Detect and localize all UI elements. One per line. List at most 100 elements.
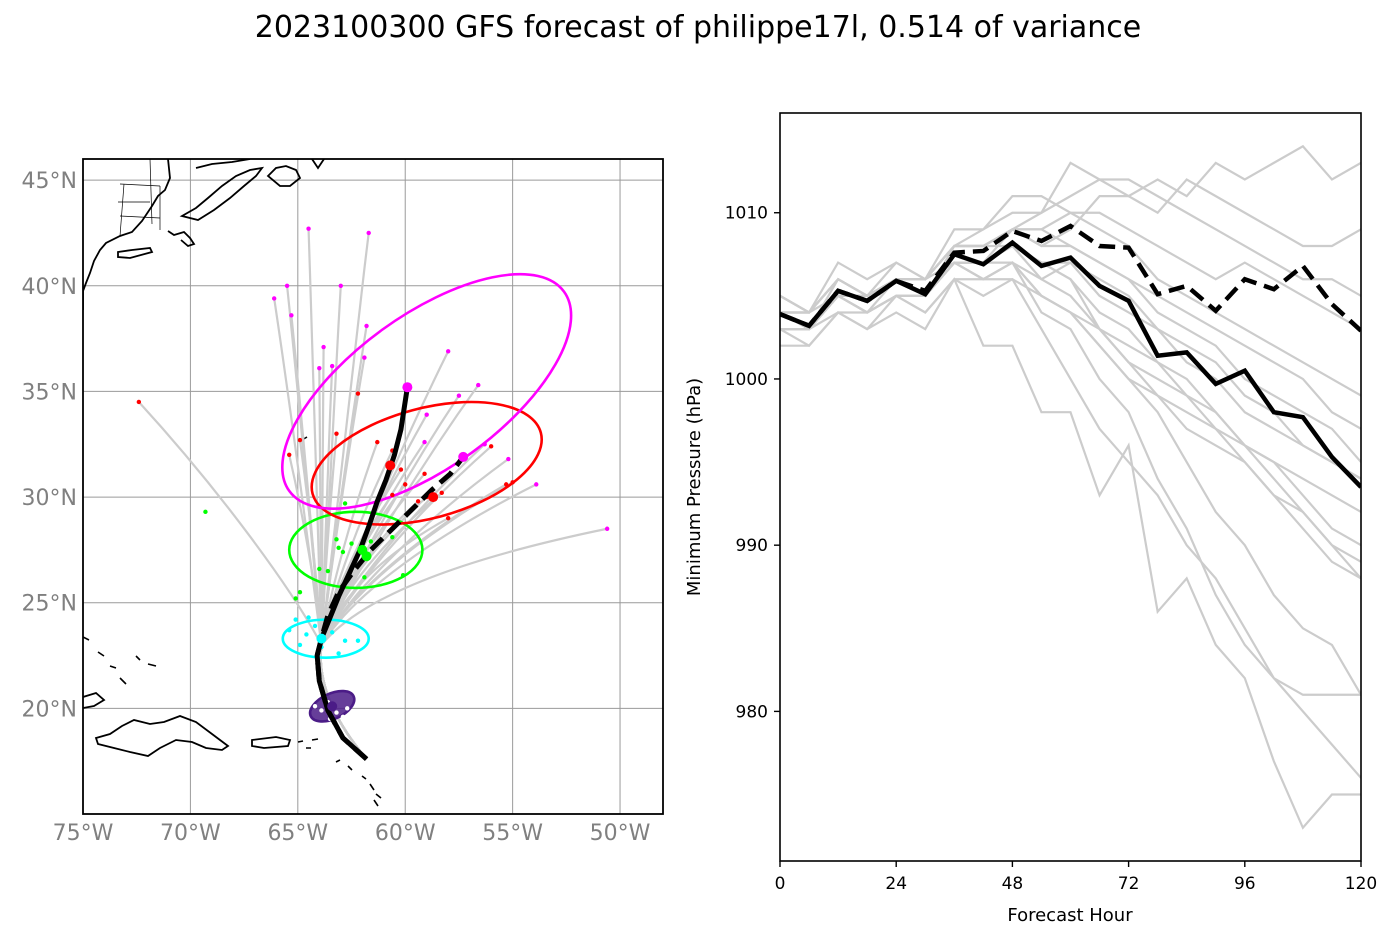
map-plot-area: [83, 159, 610, 814]
member-point-hour-120: [317, 365, 322, 371]
member-point-hour-48: [336, 651, 341, 656]
map-lon-tick: 55°W: [482, 821, 543, 846]
member-point-hour-96: [422, 471, 427, 477]
member-point-hour-48: [304, 632, 309, 637]
map-lat-tick: 25°N: [22, 592, 77, 617]
member-point-hour-24: [345, 706, 350, 711]
x-tick-label: 120: [1345, 874, 1377, 894]
coastline-cuba: [83, 691, 106, 709]
ensemble-pressure-lines: [780, 144, 1361, 830]
member-point-hour-96: [510, 480, 515, 485]
member-point-hour-96: [136, 399, 142, 405]
ensemble-pressure-line: [780, 277, 1361, 830]
ensemble-track: [319, 483, 537, 760]
ensemble-tracks: [138, 228, 608, 760]
coastline-bahamas: [83, 636, 157, 685]
mean-pressure-solid: [780, 239, 1361, 489]
member-point-hour-96: [334, 431, 339, 436]
member-point-hour-72: [203, 509, 208, 515]
member-point-hour-72: [293, 596, 298, 601]
member-point-hour-120: [506, 456, 511, 462]
member-point-hour-24: [340, 714, 346, 720]
mean-point-hour-24: [327, 701, 338, 712]
coastline-cape-breton: [266, 165, 302, 187]
member-point-hour-120: [306, 226, 311, 231]
member-point-hour-120: [424, 412, 429, 417]
member-point-hour-72: [325, 568, 331, 574]
member-point-hour-96: [445, 515, 451, 521]
member-point-hour-120: [476, 382, 481, 388]
member-point-hour-120: [445, 349, 451, 354]
member-point-hour-96: [398, 467, 404, 472]
map-lon-tick: 75°W: [53, 821, 114, 846]
ellipse-hour-96: [310, 400, 544, 526]
member-point-hour-48: [329, 630, 335, 635]
mean-pressure-dashed: [780, 223, 1361, 333]
member-point-hour-120: [284, 283, 290, 288]
member-point-hour-120: [422, 439, 427, 445]
pressure-plot-area: [780, 144, 1361, 830]
member-point-hour-96: [355, 391, 361, 396]
member-point-hour-72: [342, 501, 348, 506]
ensemble-pressure-line: [780, 178, 1361, 331]
member-point-hour-24: [334, 710, 339, 715]
map-frame: [82, 158, 664, 815]
ensemble-pressure-line: [780, 277, 1361, 696]
member-point-hour-48: [306, 615, 311, 620]
member-point-hour-96: [287, 452, 292, 458]
member-point-hour-120: [534, 482, 539, 487]
ensemble-pressure-line: [780, 228, 1361, 430]
member-point-hour-72: [390, 535, 395, 540]
member-point-hour-120: [604, 526, 610, 531]
coastline-nova-scotia: [179, 166, 265, 221]
coastline-north-america: [83, 159, 171, 310]
x-tick-label: 48: [1002, 874, 1024, 894]
member-point-hour-96: [375, 439, 380, 445]
map-lon-tick: 65°W: [267, 821, 328, 846]
ensemble-pressure-line: [780, 244, 1361, 580]
mean-point-hour-120: [402, 382, 413, 393]
mean-point-hour-96: [428, 492, 439, 503]
map-lon-tick: 60°W: [375, 821, 436, 846]
member-point-hour-72: [336, 545, 341, 550]
member-point-hour-96: [403, 482, 408, 487]
mean-pressure-lines: [780, 223, 1361, 489]
member-point-hour-120: [364, 323, 369, 329]
x-tick-label: 72: [1118, 874, 1140, 894]
pressure-tick-labels: 0 24 48 72 96 120 980 990 1000 1010: [725, 204, 1377, 894]
member-point-hour-96: [439, 490, 444, 496]
y-tick-label: 1010: [725, 204, 768, 224]
member-point-hour-120: [271, 296, 277, 301]
member-point-hour-120: [289, 313, 294, 318]
map-lat-tick: 35°N: [22, 380, 77, 405]
pressure-frame: [779, 112, 1362, 862]
state-borders: [118, 159, 161, 237]
coastline-newfoundland-tip: [311, 159, 325, 170]
map-lat-tick: 40°N: [22, 275, 77, 300]
member-point-hour-120: [338, 283, 343, 288]
member-point-hour-120: [362, 355, 367, 360]
coastlines: [83, 159, 382, 814]
member-point-hour-72: [317, 566, 322, 572]
member-point-hour-72: [334, 537, 339, 542]
coastline-hispaniola: [94, 715, 230, 757]
ensemble-pressure-line: [780, 195, 1361, 397]
member-point-hour-72: [340, 549, 346, 555]
member-point-hour-48: [355, 638, 361, 643]
member-point-hour-96: [488, 444, 494, 449]
member-point-hour-96: [415, 499, 421, 504]
member-point-hour-72: [297, 589, 303, 595]
pressure-chart: 0 24 48 72 96 120 980 990 1000 1010 Forecast Hour…: [684, 112, 1377, 926]
member-point-hour-96: [390, 492, 395, 498]
member-point-hour-24: [319, 708, 324, 713]
x-tick-label: 0: [775, 874, 786, 894]
track-map: 75°W 70°W 65°W 60°W 55°W 50°W 20°N 25°N 30°N 35°N…: [22, 158, 664, 846]
x-axis-label: Forecast Hour: [1007, 905, 1133, 926]
y-tick-label: 990: [736, 536, 768, 556]
member-point-hour-24: [312, 704, 318, 709]
member-point-hour-120: [329, 363, 335, 369]
mean-point-hour-72: [361, 551, 372, 562]
ellipse-hour-120: [281, 272, 573, 510]
map-lat-tick: 30°N: [22, 486, 77, 511]
member-point-hour-48: [342, 638, 348, 643]
